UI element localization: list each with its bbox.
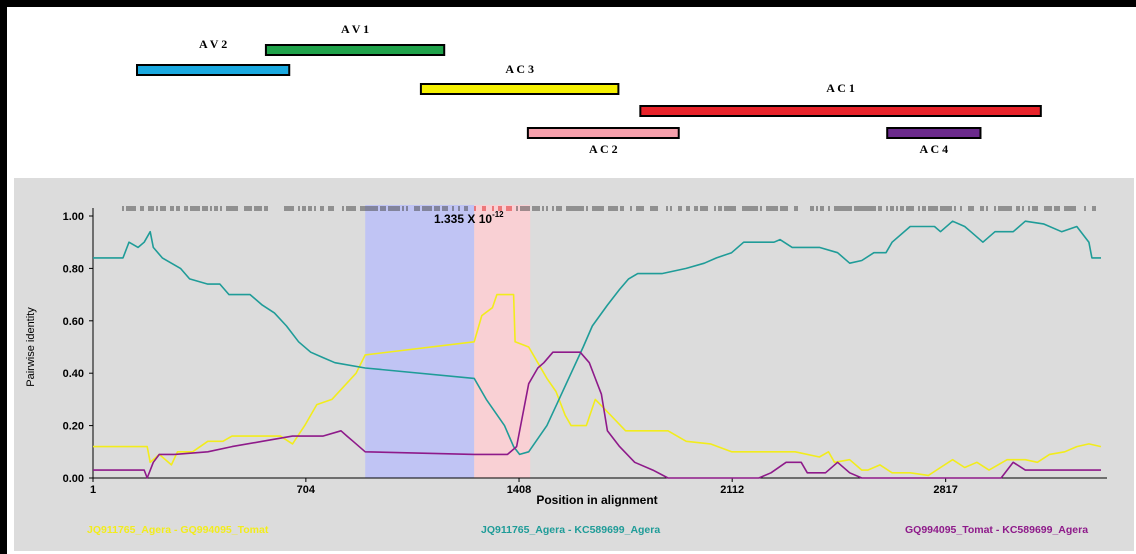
gene-bar-ac2 [528, 128, 679, 138]
gene-label-av2: A V 2 [199, 37, 227, 51]
highlight-region-2 [474, 205, 530, 478]
gene-bar-av2 [137, 65, 289, 75]
y-tick-label: 0.00 [63, 473, 84, 485]
gene-bar-av1 [266, 45, 444, 55]
identity-plot: 0.00 0.20 0.40 0.60 0.80 1.00 1 704 1408 2112 2817… [14, 178, 1134, 551]
gene-bar-ac3 [421, 84, 618, 94]
plot-panel: 0.00 0.20 0.40 0.60 0.80 1.00 1 704 1408 2112 2817… [14, 178, 1134, 551]
y-tick-label: 0.60 [63, 316, 84, 328]
y-tick-label: 0.40 [63, 368, 84, 380]
legend-series-3: GQ994095_Tomat - KC589699_Agera [905, 524, 1088, 536]
gene-bar-ac4 [887, 128, 980, 138]
y-tick-label: 0.80 [63, 263, 84, 275]
x-tick-label: 704 [297, 484, 316, 496]
y-tick-label: 0.20 [63, 421, 84, 433]
gene-label-ac4: A C 4 [920, 142, 949, 156]
legend-series-2: JQ911765_Agera - KC589699_Agera [481, 524, 660, 536]
series-line-2 [93, 221, 1101, 454]
x-tick-label: 2817 [933, 484, 957, 496]
y-axis-label: Pairwise identity [25, 307, 37, 387]
legend-series-1: JQ911765_Agera - GQ994095_Tomat [87, 524, 268, 536]
gene-label-ac2: A C 2 [589, 142, 618, 156]
series-line-3 [93, 352, 1101, 478]
x-tick-label: 1 [90, 484, 96, 496]
gene-label-ac1: A C 1 [826, 81, 855, 95]
gene-label-ac3: A C 3 [505, 62, 534, 76]
variable-sites-strip [123, 206, 1095, 211]
x-tick-label: 2112 [720, 484, 744, 496]
x-axis-label: Position in alignment [536, 493, 657, 507]
y-tick-label: 1.00 [63, 211, 84, 223]
pvalue-exponent: -12 [492, 210, 504, 219]
gene-map: A V 2 A V 1 A C 3 A C 1 A C 2 A C 4 [7, 7, 1136, 175]
highlight-region-1 [365, 205, 474, 478]
gene-bar-ac1 [640, 106, 1040, 116]
x-tick-label: 1408 [507, 484, 531, 496]
gene-label-av1: A V 1 [341, 22, 369, 36]
